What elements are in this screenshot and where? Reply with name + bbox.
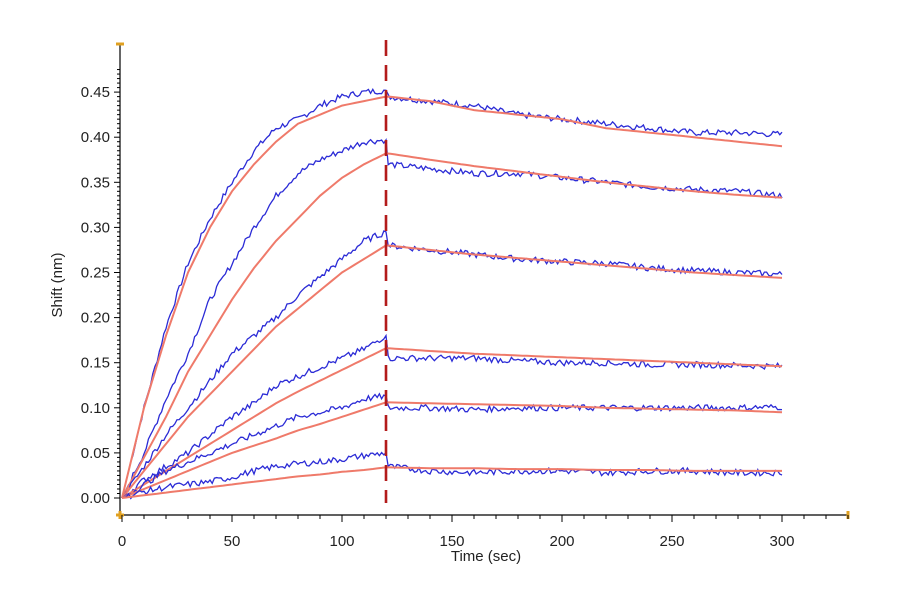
y-tick-label: 0.15 <box>81 355 110 372</box>
fit-curve-6 <box>121 466 782 499</box>
fit-curve-1 <box>121 95 783 499</box>
fit-curve-4 <box>121 347 783 499</box>
y-axis-label: Shift (nm) <box>49 252 66 317</box>
y-tick-label: 0.40 <box>81 129 110 146</box>
x-tick-label: 50 <box>224 533 241 550</box>
y-tick-label: 0.45 <box>81 84 110 101</box>
x-tick-label: 0 <box>118 533 126 550</box>
axes-layer: 0.00 0.05 0.10 0.15 0.20 0.25 0.30 0.35 0.40 0.45… <box>81 42 850 550</box>
measured-trace-4 <box>121 333 783 499</box>
fit-curve-2 <box>121 152 783 499</box>
x-tick-label: 100 <box>329 533 354 550</box>
x-tick-label: 200 <box>549 533 574 550</box>
measured-trace-2 <box>121 138 783 499</box>
y-tick-label: 0.00 <box>81 490 110 507</box>
x-tick-label: 150 <box>439 533 464 550</box>
measured-trace-6 <box>121 451 783 500</box>
x-axis-label: Time (sec) <box>451 548 521 565</box>
measured-trace-1 <box>121 87 783 499</box>
measured-trace-3 <box>121 230 783 499</box>
y-tick-label: 0.10 <box>81 400 110 417</box>
x-tick-label: 250 <box>659 533 684 550</box>
y-tick-label: 0.30 <box>81 219 110 236</box>
curve-layer <box>121 87 783 500</box>
y-tick-label: 0.20 <box>81 310 110 327</box>
y-tick-label: 0.35 <box>81 174 110 191</box>
fit-curve-5 <box>121 401 783 499</box>
x-tick-label: 300 <box>769 533 794 550</box>
y-tick-label: 0.25 <box>81 265 110 282</box>
fit-curve-3 <box>121 244 783 499</box>
y-tick-label: 0.05 <box>81 445 110 462</box>
